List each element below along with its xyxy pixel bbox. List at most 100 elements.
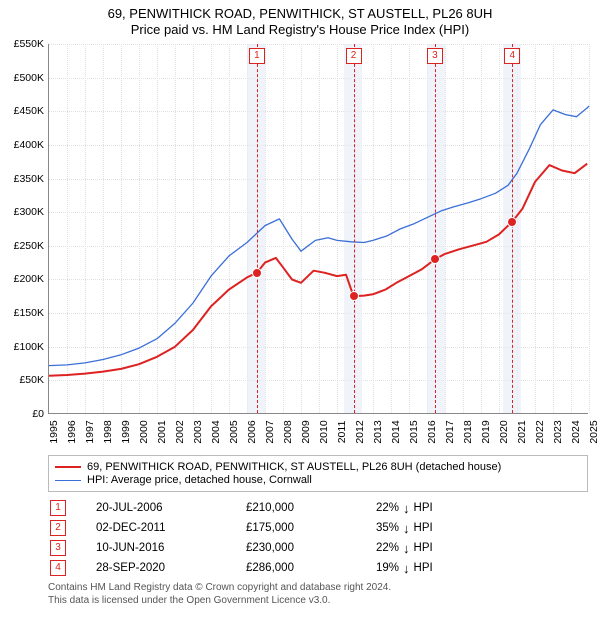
x-tick-label: 2020: [498, 420, 510, 443]
table-row-delta: 35% ↓ HPI: [376, 522, 433, 535]
y-tick-label: £500K: [2, 72, 44, 84]
x-tick-label: 2005: [228, 420, 240, 443]
x-tick-label: 2019: [480, 420, 492, 443]
delta-pct: 35%: [376, 522, 399, 534]
sale-marker-dot: [430, 254, 440, 264]
delta-pct: 19%: [376, 562, 399, 574]
delta-pct: 22%: [376, 502, 399, 514]
title-line-2: Price paid vs. HM Land Registry's House …: [0, 22, 600, 38]
down-arrow-icon: ↓: [403, 562, 410, 575]
legend-label-hpi: HPI: Average price, detached house, Corn…: [87, 474, 312, 486]
table-row-delta: 22% ↓ HPI: [376, 542, 433, 555]
x-tick-label: 2024: [570, 420, 582, 443]
table-row-number: 3: [50, 540, 66, 556]
x-tick-label: 2016: [426, 420, 438, 443]
table-row-price: £210,000: [246, 502, 376, 514]
down-arrow-icon: ↓: [403, 522, 410, 535]
line-series-svg: [49, 44, 589, 414]
table-row-date: 20-JUL-2006: [96, 502, 246, 514]
x-tick-label: 1997: [84, 420, 96, 443]
chart-container: { "title_line1": "69, PENWITHICK ROAD, P…: [0, 0, 600, 620]
delta-ref: HPI: [414, 562, 433, 574]
x-tick-label: 2012: [354, 420, 366, 443]
sale-marker-dot: [507, 217, 517, 227]
x-tick-label: 2015: [408, 420, 420, 443]
x-tick-label: 2003: [192, 420, 204, 443]
table-row: 4 28-SEP-2020£286,00019% ↓ HPI: [48, 558, 588, 578]
x-tick-label: 2010: [318, 420, 330, 443]
y-tick-label: £450K: [2, 105, 44, 117]
legend-swatch-property: [55, 466, 81, 468]
chart-title: 69, PENWITHICK ROAD, PENWITHICK, ST AUST…: [0, 0, 600, 39]
sale-marker-number: 4: [504, 48, 520, 64]
table-row-number: 1: [50, 500, 66, 516]
footer-line-2: This data is licensed under the Open Gov…: [48, 595, 588, 608]
sale-marker-number: 2: [346, 48, 362, 64]
sale-marker-dot: [349, 291, 359, 301]
table-row-date: 02-DEC-2011: [96, 522, 246, 534]
x-tick-label: 2021: [516, 420, 528, 443]
y-tick-label: £250K: [2, 240, 44, 252]
table-row-price: £286,000: [246, 562, 376, 574]
table-row: 310-JUN-2016£230,00022%↓HPI: [48, 538, 588, 558]
x-tick-label: 2017: [444, 420, 456, 443]
sale-marker-line: [435, 44, 436, 413]
delta-ref: HPI: [414, 522, 433, 534]
series-hpi-line: [49, 106, 589, 366]
delta-ref: HPI: [414, 542, 433, 554]
legend-row-property: 69, PENWITHICK ROAD, PENWITHICK, ST AUST…: [55, 461, 581, 473]
delta-pct: 22%: [376, 542, 399, 554]
sale-marker-line: [354, 44, 355, 413]
title-line-1: 69, PENWITHICK ROAD, PENWITHICK, ST AUST…: [0, 6, 600, 22]
legend-row-hpi: HPI: Average price, detached house, Corn…: [55, 474, 581, 486]
y-tick-label: £400K: [2, 139, 44, 151]
table-row-delta: 22% ↓ HPI: [376, 502, 433, 515]
x-tick-label: 2025: [588, 420, 600, 443]
sale-marker-number: 3: [427, 48, 443, 64]
x-tick-label: 2002: [174, 420, 186, 443]
legend: 69, PENWITHICK ROAD, PENWITHICK, ST AUST…: [48, 455, 588, 492]
series-property-line: [49, 164, 587, 376]
sales-table: 120-JUL-2006£210,00022%↓HPI202-DEC-2011£…: [48, 498, 588, 578]
y-tick-label: £350K: [2, 173, 44, 185]
sale-marker-number: 1: [249, 48, 265, 64]
table-row-date: 28-SEP-2020: [96, 562, 246, 574]
sale-marker-line: [257, 44, 258, 413]
down-arrow-icon: ↓: [403, 542, 410, 555]
y-tick-label: £100K: [2, 341, 44, 353]
table-row-number: 4: [50, 560, 66, 576]
x-tick-label: 1996: [66, 420, 78, 443]
table-row: 1 20-JUL-2006£210,00022% ↓ HPI: [48, 498, 588, 518]
down-arrow-icon: ↓: [403, 502, 410, 515]
footer-attribution: Contains HM Land Registry data © Crown c…: [48, 582, 588, 607]
chart-plot: 1234 £0£50K£100K£150K£200K£250K£300K£350…: [48, 44, 588, 414]
table-row-price: £230,000: [246, 542, 376, 554]
x-tick-label: 2007: [264, 420, 276, 443]
sale-marker-dot: [252, 268, 262, 278]
footer-line-1: Contains HM Land Registry data © Crown c…: [48, 582, 588, 595]
x-tick-label: 2009: [300, 420, 312, 443]
x-tick-label: 2023: [552, 420, 564, 443]
sale-marker-line: [512, 44, 513, 413]
x-tick-label: 2011: [336, 421, 348, 444]
table-row-price: £175,000: [246, 522, 376, 534]
x-tick-label: 2004: [210, 420, 222, 443]
table-row-delta: 19% ↓ HPI: [376, 562, 433, 575]
x-tick-label: 2018: [462, 420, 474, 443]
x-tick-label: 1995: [48, 420, 60, 443]
table-row-number: 2: [50, 520, 66, 536]
x-tick-label: 1999: [120, 420, 132, 443]
x-tick-label: 2013: [372, 420, 384, 443]
y-tick-label: £200K: [2, 273, 44, 285]
delta-ref: HPI: [414, 502, 433, 514]
x-tick-label: 2014: [390, 420, 402, 443]
plot-area: 1 2 3 4: [48, 44, 588, 414]
y-tick-label: £550K: [2, 38, 44, 50]
x-tick-label: 2008: [282, 420, 294, 443]
x-tick-label: 2022: [534, 420, 546, 443]
y-tick-label: £300K: [2, 206, 44, 218]
x-tick-label: 2000: [138, 420, 150, 443]
legend-swatch-hpi: [55, 480, 81, 481]
x-tick-label: 1998: [102, 420, 114, 443]
y-tick-label: £150K: [2, 307, 44, 319]
